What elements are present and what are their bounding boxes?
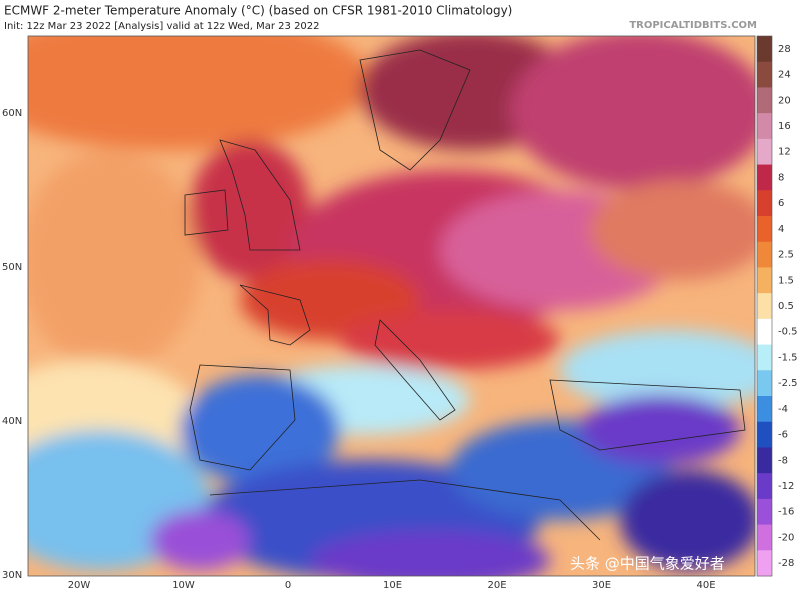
colorbar-swatch bbox=[757, 216, 772, 243]
colorbar-swatch bbox=[757, 344, 772, 371]
colorbar-label: -8 bbox=[778, 455, 788, 466]
colorbar-label: 24 bbox=[778, 70, 791, 81]
colorbar-label: -2.5 bbox=[778, 378, 798, 389]
map-frame bbox=[27, 35, 756, 577]
colorbar-swatch bbox=[757, 370, 772, 397]
map bbox=[28, 36, 755, 576]
colorbar-label: 16 bbox=[778, 121, 791, 132]
colorbar-label: 20 bbox=[778, 95, 791, 106]
lat-labels: 60N 50N 40N 30N bbox=[2, 108, 22, 581]
lat-label: 30N bbox=[2, 570, 22, 581]
brand: TROPICALTIDBITS.COM bbox=[629, 20, 757, 31]
lon-label: 20W bbox=[68, 580, 91, 591]
colorbar-label: 0.5 bbox=[778, 301, 794, 312]
lon-label: 0 bbox=[285, 580, 291, 591]
lon-label: 10E bbox=[383, 580, 402, 591]
colorbar-label: 2.5 bbox=[778, 250, 794, 261]
colorbar-swatch bbox=[757, 498, 772, 526]
colorbar-label: 12 bbox=[778, 147, 791, 158]
colorbar-swatch bbox=[757, 190, 772, 217]
colorbar-label: 28 bbox=[778, 44, 791, 55]
colorbar-swatch bbox=[757, 524, 772, 551]
title: ECMWF 2-meter Temperature Anomaly (°C) (… bbox=[4, 4, 512, 18]
colorbar-swatch bbox=[757, 267, 772, 294]
colorbar-label: -4 bbox=[778, 404, 788, 415]
colorbar-swatch bbox=[757, 473, 772, 500]
lat-label: 50N bbox=[2, 262, 22, 273]
colorbar-label: 1.5 bbox=[778, 275, 794, 286]
colorbar-label: -12 bbox=[778, 481, 794, 492]
colorbar-label: 8 bbox=[778, 172, 784, 183]
watermark: 头条 @中国气象爱好者 bbox=[570, 555, 725, 573]
lon-label: 10W bbox=[172, 580, 195, 591]
colorbar-label: -6 bbox=[778, 430, 788, 441]
lon-label: 20E bbox=[487, 580, 506, 591]
colorbar-label: 6 bbox=[778, 198, 784, 209]
colorbar-frame bbox=[756, 35, 773, 577]
colorbar-swatch bbox=[757, 113, 772, 140]
lat-label: 40N bbox=[2, 416, 22, 427]
subtitle: Init: 12z Mar 23 2022 [Analysis] valid a… bbox=[4, 21, 320, 32]
colorbar-label: 4 bbox=[778, 224, 784, 235]
lon-label: 30E bbox=[592, 580, 611, 591]
colorbar-label: -16 bbox=[778, 507, 794, 518]
lon-label: 40E bbox=[696, 580, 715, 591]
colorbar-swatch bbox=[757, 138, 772, 166]
colorbar-swatch bbox=[757, 241, 772, 268]
colorbar-swatch bbox=[757, 61, 772, 88]
colorbar-swatch bbox=[757, 318, 772, 346]
colorbar: 28 24 20 16 12 8 6 4 2.5 1.5 0.5 -0.5 -1.5 -2.5 -4 -6 -8… bbox=[756, 35, 798, 577]
colorbar-swatch bbox=[757, 550, 772, 577]
colorbar-swatch bbox=[757, 421, 772, 448]
colorbar-label: -1.5 bbox=[778, 352, 798, 363]
colorbar-label: -28 bbox=[778, 558, 794, 569]
lat-label: 60N bbox=[2, 108, 22, 119]
colorbar-label: -0.5 bbox=[778, 327, 798, 338]
colorbar-swatch bbox=[757, 36, 772, 63]
colorbar-swatch bbox=[757, 87, 772, 114]
lon-labels: 20W 10W 0 10E 20E 30E 40E bbox=[68, 580, 716, 591]
colorbar-label: -20 bbox=[778, 532, 794, 543]
colorbar-swatch bbox=[757, 396, 772, 423]
colorbar-swatch bbox=[757, 164, 772, 191]
colorbar-swatch bbox=[757, 447, 772, 474]
colorbar-swatch bbox=[757, 293, 772, 320]
